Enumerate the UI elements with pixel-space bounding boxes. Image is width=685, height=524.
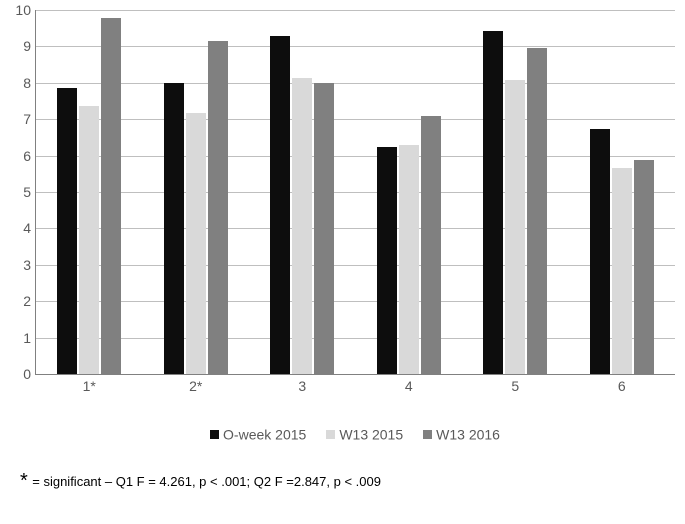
gridline xyxy=(36,265,675,266)
footnote-text: = significant – Q1 F = 4.261, p < .001; … xyxy=(32,474,381,489)
gridline xyxy=(36,119,675,120)
legend-swatch xyxy=(326,430,335,439)
y-tick-label: 2 xyxy=(11,294,31,308)
x-tick-label: 3 xyxy=(272,374,332,394)
y-tick-label: 9 xyxy=(11,39,31,53)
bar xyxy=(377,147,397,374)
chart-footnote: * = significant – Q1 F = 4.261, p < .001… xyxy=(20,470,680,493)
bar xyxy=(79,106,99,374)
y-tick-label: 0 xyxy=(11,367,31,381)
gridline xyxy=(36,228,675,229)
legend-item: W13 2016 xyxy=(423,425,500,442)
legend-item: O-week 2015 xyxy=(210,425,306,442)
x-tick-label: 4 xyxy=(379,374,439,394)
gridline xyxy=(36,156,675,157)
bar xyxy=(101,18,121,374)
legend-label: W13 2016 xyxy=(436,426,500,442)
y-tick-label: 10 xyxy=(11,3,31,17)
bar xyxy=(270,36,290,374)
x-tick-label: 5 xyxy=(485,374,545,394)
gridline xyxy=(36,192,675,193)
bar xyxy=(483,31,503,374)
y-tick-label: 4 xyxy=(11,221,31,235)
bar-chart: 0123456789101*2*3456 xyxy=(35,10,675,375)
bar xyxy=(208,41,228,374)
bar xyxy=(505,80,525,374)
bar xyxy=(164,83,184,374)
y-tick-label: 7 xyxy=(11,112,31,126)
bar xyxy=(527,48,547,374)
bar xyxy=(399,145,419,374)
gridline xyxy=(36,301,675,302)
bar xyxy=(590,129,610,374)
bar xyxy=(421,116,441,374)
y-tick-label: 1 xyxy=(11,331,31,345)
bar xyxy=(57,88,77,374)
x-tick-label: 6 xyxy=(592,374,652,394)
legend-item: W13 2015 xyxy=(326,425,403,442)
x-tick-label: 2* xyxy=(166,374,226,394)
footnote-star: * xyxy=(20,470,28,492)
bar xyxy=(314,83,334,374)
gridline xyxy=(36,338,675,339)
y-tick-label: 8 xyxy=(11,76,31,90)
bar xyxy=(186,113,206,374)
gridline xyxy=(36,46,675,47)
gridline xyxy=(36,10,675,11)
gridline xyxy=(36,83,675,84)
legend-label: W13 2015 xyxy=(339,426,403,442)
figure-container: 0123456789101*2*3456 O-week 2015W13 2015… xyxy=(0,0,685,524)
y-tick-label: 3 xyxy=(11,258,31,272)
bar xyxy=(634,160,654,374)
chart-legend: O-week 2015 W13 2015 W13 2016 xyxy=(35,425,675,442)
legend-swatch xyxy=(423,430,432,439)
y-tick-label: 6 xyxy=(11,149,31,163)
legend-label: O-week 2015 xyxy=(223,426,306,442)
bar xyxy=(292,78,312,374)
bar xyxy=(612,168,632,374)
legend-swatch xyxy=(210,430,219,439)
y-tick-label: 5 xyxy=(11,185,31,199)
x-tick-label: 1* xyxy=(59,374,119,394)
